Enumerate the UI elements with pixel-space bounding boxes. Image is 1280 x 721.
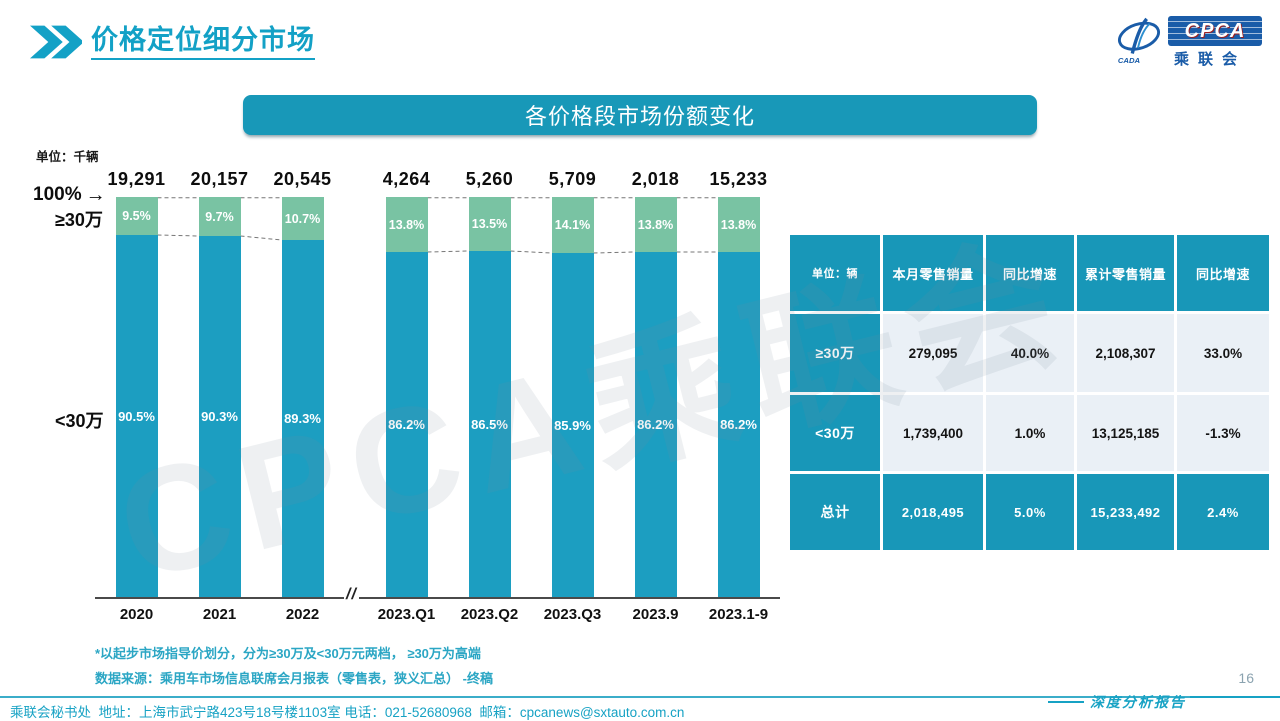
segment-label-ge30: ≥30万 — [55, 210, 103, 230]
table-cell: 33.0% — [1177, 314, 1269, 392]
bar-2021: 20,157 9.7% 90.3% — [190, 169, 248, 597]
segment-ge30: 14.1% — [551, 197, 594, 253]
slide-header: 价格定位细分市场 — [30, 24, 315, 61]
table-cell: 15,233,492 — [1077, 474, 1174, 550]
logo-subtitle: 乘联会 — [1174, 51, 1247, 68]
report-label: 深度分析报告 — [1090, 696, 1186, 711]
segment-lt30: 86.2% — [385, 252, 428, 597]
right-arrow-icon: → — [85, 184, 106, 206]
x-axis-label: 2020 — [119, 606, 154, 623]
chart-footnotes: *以起步市场指导价划分，分为≥30万及<30万元两档， ≥30万为高端 数据来源… — [95, 641, 493, 691]
chart-title-banner: 各价格段市场份额变化 — [243, 95, 1037, 135]
table-row-label: ≥30万 — [790, 314, 880, 392]
segment-ge30: 9.7% — [198, 197, 241, 236]
bar-total-label: 5,260 — [465, 169, 514, 189]
axis-100pct-label: 100% → — [33, 184, 106, 206]
dash-connector — [427, 250, 469, 253]
x-axis-label: 2023.Q3 — [543, 606, 602, 623]
table-cell: 2,018,495 — [883, 474, 983, 550]
footer-contact: 乘联会秘书处 地址：上海市武宁路423号18号楼1103室 电话：021-526… — [10, 705, 685, 720]
table-cell: 2.4% — [1177, 474, 1269, 550]
segment-lt30: 86.2% — [717, 252, 760, 597]
dash-connector — [240, 235, 282, 241]
x-axis-label: 2021 — [202, 606, 237, 623]
axis-break-icon: // — [344, 586, 359, 604]
bar-total-label: 15,233 — [709, 169, 768, 189]
table-cell: 1.0% — [986, 395, 1074, 471]
double-chevron-icon — [30, 25, 82, 59]
table-header-cell: 本月零售销量 — [883, 235, 983, 311]
table-row-label: 总计 — [790, 474, 880, 550]
logo-cpca-text: CPCA — [1184, 19, 1246, 42]
segment-lt30: 90.3% — [198, 236, 241, 597]
segment-ge30: 13.8% — [717, 197, 760, 252]
report-label-line — [1190, 696, 1280, 698]
bar-total-label: 20,545 — [273, 169, 332, 189]
report-label-line — [1048, 701, 1084, 703]
table-cell: -1.3% — [1177, 395, 1269, 471]
dash-connector — [510, 250, 552, 254]
segment-ge30: 10.7% — [281, 197, 324, 240]
dash-connector — [157, 234, 199, 237]
cpca-wordmark: CPCA — [1168, 16, 1262, 46]
cpca-logo: CADA CPCA 乘联会 — [1114, 16, 1262, 69]
table-header-unit: 单位：辆 — [790, 235, 880, 311]
table-header-cell: 同比增速 — [1177, 235, 1269, 311]
dash-connector — [593, 251, 635, 254]
segment-lt30: 89.3% — [281, 240, 324, 597]
segment-ge30: 13.8% — [385, 197, 428, 252]
chart-unit-label: 单位：千辆 — [36, 150, 99, 164]
footer-divider — [0, 696, 1280, 698]
table-cell: 1,739,400 — [883, 395, 983, 471]
bar-2023.9: 2,018 13.8% 86.2% — [632, 169, 679, 597]
segment-ge30: 9.5% — [115, 197, 158, 235]
segment-lt30: 85.9% — [551, 253, 594, 597]
x-axis-label: 2023.Q1 — [377, 606, 436, 623]
cpca-emblem-icon: CADA — [1118, 17, 1161, 65]
segment-ge30: 13.5% — [468, 197, 511, 251]
table-header-cell: 同比增速 — [986, 235, 1074, 311]
segment-lt30: 86.5% — [468, 251, 511, 597]
x-axis-label: 2023.Q2 — [460, 606, 519, 623]
logo-cada-text: CADA — [1118, 56, 1140, 65]
axis-100pct-text: 100% — [33, 184, 82, 205]
table-cell: 279,095 — [883, 314, 983, 392]
x-axis-label: 2023.1-9 — [708, 606, 769, 623]
footnote-line: *以起步市场指导价划分，分为≥30万及<30万元两档， ≥30万为高端 — [95, 646, 481, 661]
table-header-cell: 累计零售销量 — [1077, 235, 1174, 311]
bar-2023.Q2: 5,260 13.5% 86.5% — [466, 169, 513, 597]
segment-lt30: 90.5% — [115, 235, 158, 597]
bar-2023.Q3: 5,709 14.1% 85.9% — [549, 169, 596, 597]
table-cell: 2,108,307 — [1077, 314, 1174, 392]
bar-total-label: 19,291 — [107, 169, 166, 189]
bar-2022: 20,545 10.7% 89.3% — [273, 169, 331, 597]
segment-label-lt30: <30万 — [55, 411, 104, 431]
page-title: 价格定位细分市场 — [91, 24, 315, 61]
table-row-label: <30万 — [790, 395, 880, 471]
x-axis-line — [95, 597, 780, 599]
bar-2020: 19,291 9.5% 90.5% — [107, 169, 165, 597]
bar-total-label: 20,157 — [190, 169, 249, 189]
bar-total-label: 4,264 — [382, 169, 431, 189]
bar-2023.1-9: 15,233 13.8% 86.2% — [709, 169, 767, 597]
page-number: 16 — [1238, 670, 1254, 686]
footnote-line: 数据来源：乘用车市场信息联席会月报表（零售表，狭义汇总） -终稿 — [95, 671, 493, 686]
price-segment-table: 单位：辆 本月零售销量 同比增速 累计零售销量 同比增速 ≥30万 279,09… — [790, 235, 1269, 550]
bar-total-label: 2,018 — [631, 169, 680, 189]
stacked-bar-chart: 19,291 9.5% 90.5% 20,157 9.7% 90.3% 20,545 10.7… — [95, 169, 780, 597]
logo-stripes — [1168, 21, 1262, 41]
segment-lt30: 86.2% — [634, 252, 677, 597]
table-cell: 5.0% — [986, 474, 1074, 550]
x-axis-label: 2022 — [285, 606, 320, 623]
segment-ge30: 13.8% — [634, 197, 677, 252]
table-cell: 40.0% — [986, 314, 1074, 392]
x-axis-label: 2023.9 — [632, 606, 679, 623]
table-cell: 13,125,185 — [1077, 395, 1174, 471]
bar-total-label: 5,709 — [548, 169, 597, 189]
bar-2023.Q1: 4,264 13.8% 86.2% — [383, 169, 430, 597]
